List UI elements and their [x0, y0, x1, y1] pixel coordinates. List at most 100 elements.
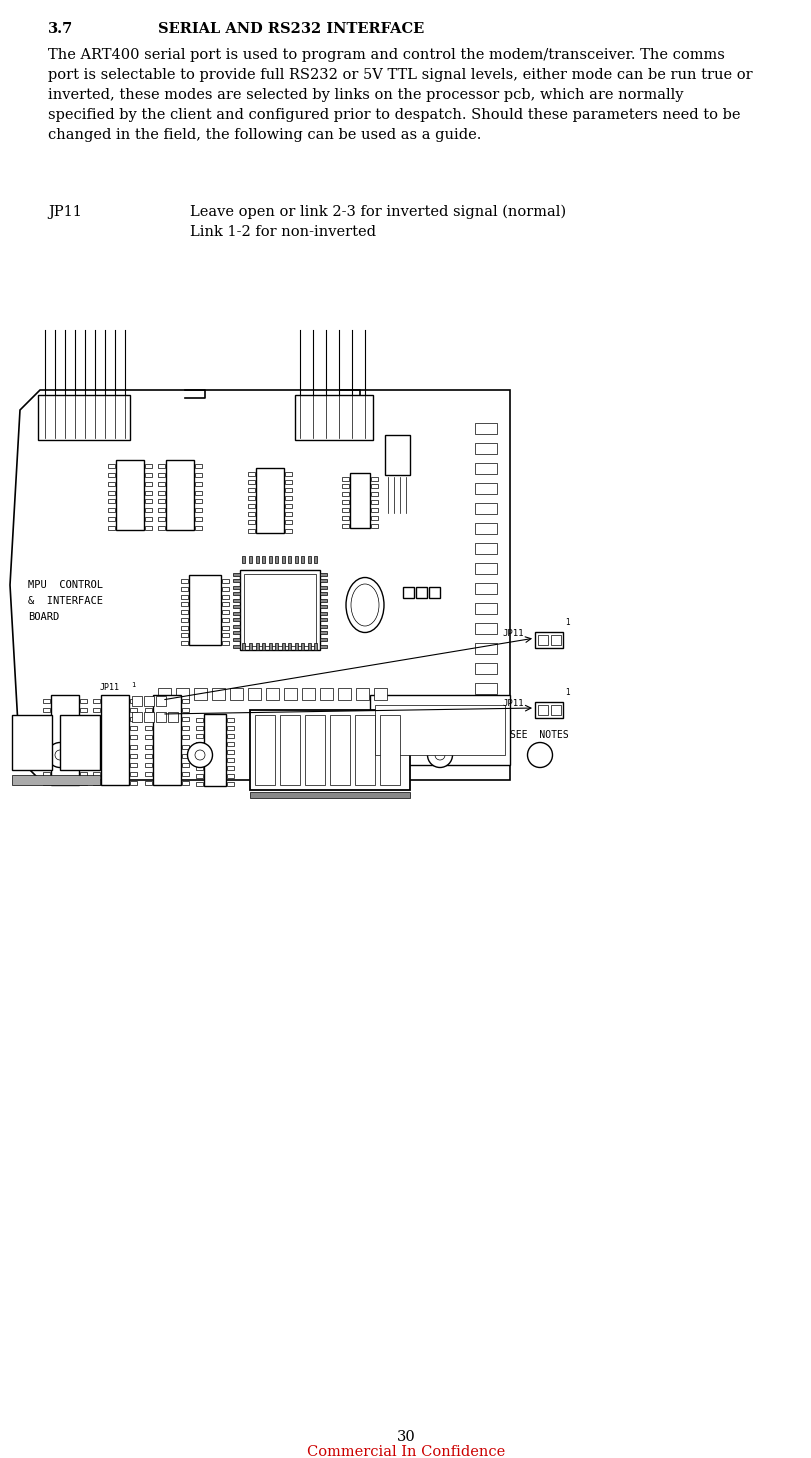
Bar [320, 631, 327, 634]
Bar [538, 636, 547, 644]
Ellipse shape [55, 749, 65, 760]
Bar [374, 688, 387, 700]
Bar [242, 643, 245, 650]
Bar [165, 461, 194, 531]
Bar [370, 695, 509, 765]
Bar [384, 434, 410, 475]
Bar [474, 583, 496, 593]
Bar [371, 477, 378, 481]
Bar [305, 714, 324, 784]
Text: SEE  NOTES: SEE NOTES [509, 730, 568, 741]
Bar [43, 745, 50, 748]
Bar [182, 698, 189, 703]
Bar [233, 592, 240, 595]
Bar [233, 639, 240, 642]
Bar [181, 609, 188, 614]
Bar [158, 526, 165, 531]
Bar [152, 695, 181, 784]
Bar [341, 516, 349, 519]
Bar [230, 688, 242, 700]
Bar [108, 500, 115, 503]
Bar [182, 717, 189, 722]
Bar [242, 555, 245, 563]
Bar [145, 745, 152, 748]
Bar [145, 481, 152, 486]
Bar [474, 542, 496, 554]
Bar [93, 726, 100, 730]
Bar [145, 518, 152, 521]
Bar [80, 726, 87, 730]
Bar [43, 709, 50, 712]
Text: JP11: JP11 [501, 628, 523, 639]
Bar [93, 763, 100, 767]
Bar [314, 643, 317, 650]
Bar [132, 712, 142, 722]
Bar [132, 695, 142, 706]
Bar [158, 500, 165, 503]
Bar [80, 763, 87, 767]
Bar [108, 509, 115, 512]
Bar [60, 714, 100, 770]
Bar [341, 477, 349, 481]
Bar [355, 688, 368, 700]
Bar [221, 579, 229, 583]
Bar [43, 763, 50, 767]
Bar [255, 468, 284, 532]
Bar [262, 555, 265, 563]
Bar [181, 586, 188, 590]
Bar [301, 555, 304, 563]
Bar [534, 631, 562, 647]
Bar [158, 464, 165, 468]
Bar [320, 599, 327, 602]
Bar [474, 464, 496, 474]
Bar [130, 763, 137, 767]
Bar [285, 504, 292, 507]
Ellipse shape [345, 577, 384, 633]
Bar [288, 555, 291, 563]
Bar [195, 781, 203, 786]
Text: BOARD: BOARD [28, 612, 59, 623]
Bar [144, 712, 154, 722]
Text: Leave open or link 2-3 for inverted signal (normal): Leave open or link 2-3 for inverted sign… [190, 206, 565, 219]
Bar [145, 464, 152, 468]
Bar [130, 698, 137, 703]
Bar [221, 586, 229, 590]
Bar [227, 781, 234, 786]
Bar [320, 573, 327, 576]
Text: SERIAL AND RS232 INTERFACE: SERIAL AND RS232 INTERFACE [158, 22, 423, 36]
Bar [233, 644, 240, 647]
Bar [247, 504, 255, 507]
Bar [474, 643, 496, 655]
Bar [145, 526, 152, 531]
Bar [233, 573, 240, 576]
Bar [247, 488, 255, 491]
Bar [156, 695, 165, 706]
Bar [350, 472, 370, 528]
Bar [204, 714, 225, 786]
Bar [181, 602, 188, 607]
Bar [337, 688, 350, 700]
Text: Link 1-2 for non-inverted: Link 1-2 for non-inverted [190, 225, 375, 239]
Bar [341, 493, 349, 496]
Bar [284, 688, 297, 700]
Bar [93, 771, 100, 776]
Bar [189, 574, 221, 644]
Bar [221, 642, 229, 644]
Ellipse shape [195, 749, 204, 760]
Bar [130, 754, 137, 758]
Bar [247, 496, 255, 500]
Bar [158, 688, 171, 700]
Bar [294, 555, 298, 563]
Bar [227, 717, 234, 722]
Bar [43, 781, 50, 784]
Bar [195, 464, 202, 468]
Bar [415, 588, 427, 598]
Bar [255, 643, 258, 650]
Bar [195, 518, 202, 521]
Bar [428, 588, 440, 598]
Bar [233, 618, 240, 621]
Bar [247, 471, 255, 475]
Bar [195, 500, 202, 503]
Bar [268, 643, 272, 650]
Polygon shape [10, 389, 509, 780]
